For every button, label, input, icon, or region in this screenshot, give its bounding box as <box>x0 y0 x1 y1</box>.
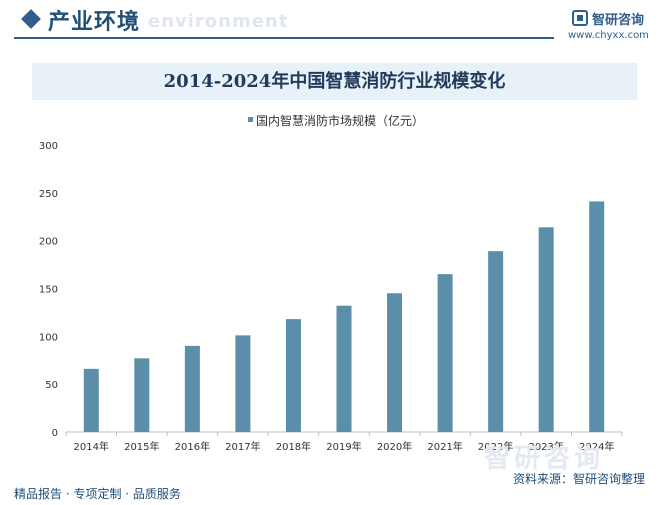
footer-watermark: 智研咨询 <box>484 444 605 474</box>
bar-2020年 <box>387 293 403 432</box>
y-tick-label: 0 <box>52 428 58 439</box>
bar-2018年 <box>285 319 301 432</box>
bar-2023年 <box>538 227 554 432</box>
header-divider <box>14 37 554 39</box>
logo-url: www.chyxx.com <box>568 30 649 41</box>
bar-2019年 <box>336 305 352 432</box>
x-tick-label: 2023年 <box>528 440 563 453</box>
y-tick-label: 150 <box>39 285 58 296</box>
x-tick-label: 2018年 <box>276 440 311 453</box>
chart-title: 2014-2024年中国智慧消防行业规模变化 <box>163 71 506 92</box>
bar-2015年 <box>134 358 150 432</box>
brand-logo: 智研咨询 www.chyxx.com <box>560 8 660 42</box>
y-tick-label: 50 <box>45 380 58 391</box>
y-tick-label: 200 <box>39 237 58 248</box>
x-tick-label: 2015年 <box>124 440 159 453</box>
logo-icon <box>572 10 588 26</box>
header: 产业环境 environment 智研咨询 www.chyxx.com <box>0 0 670 46</box>
section-title: 产业环境 <box>48 10 141 35</box>
x-tick-label: 2020年 <box>377 440 412 453</box>
bar-2014年 <box>83 368 99 432</box>
x-tick-label: 2016年 <box>175 440 210 453</box>
bar-2022年 <box>488 251 504 432</box>
y-tick-label: 100 <box>39 332 58 343</box>
legend-swatch <box>248 117 253 122</box>
bar-2024年 <box>589 201 605 432</box>
x-tick-label: 2017年 <box>225 440 260 453</box>
x-tick-label: 2021年 <box>427 440 462 453</box>
legend-label: 国内智慧消防市场规模（亿元） <box>256 114 425 128</box>
source-note: 资料来源：智研咨询整理 <box>513 472 646 486</box>
bar-2016年 <box>184 345 200 432</box>
header-watermark: environment <box>148 11 289 32</box>
y-tick-label: 250 <box>39 189 58 200</box>
x-tick-label: 2022年 <box>478 440 513 453</box>
x-tick-label: 2019年 <box>326 440 361 453</box>
chart-title-bar: 2014-2024年中国智慧消防行业规模变化 <box>32 63 637 100</box>
x-tick-label: 2024年 <box>579 440 614 453</box>
footer-slogan: 精品报告 · 专项定制 · 品质服务 <box>14 487 181 501</box>
logo-name: 智研咨询 <box>592 13 645 28</box>
bar-2017年 <box>235 335 251 432</box>
x-tick-label: 2014年 <box>74 440 109 453</box>
bar-2021年 <box>437 274 453 432</box>
y-tick-label: 300 <box>39 141 58 152</box>
